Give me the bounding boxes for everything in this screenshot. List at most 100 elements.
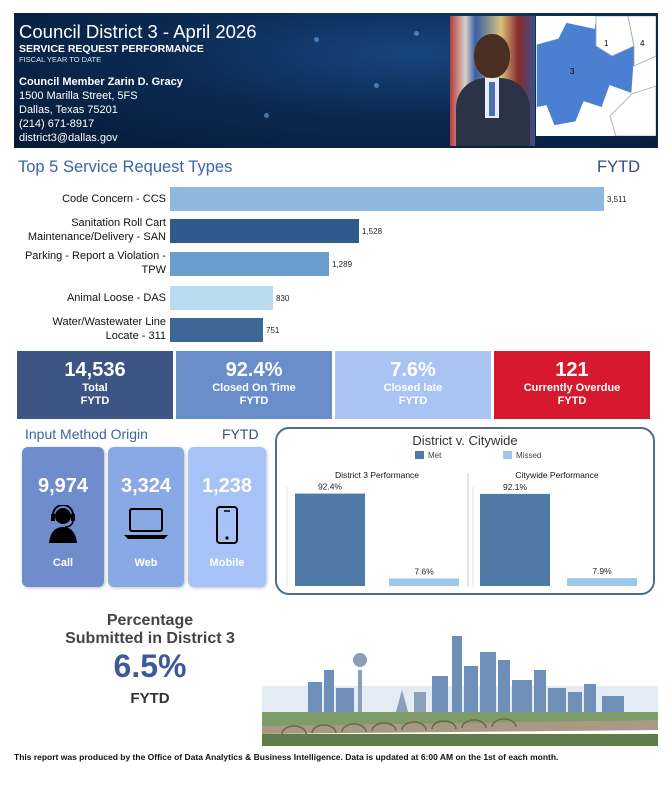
- bar-label-line: Maintenance/Delivery - SAN: [27, 231, 166, 243]
- decorative-light: [314, 37, 319, 42]
- decorative-light: [374, 83, 379, 88]
- legend-met-swatch: [415, 451, 424, 459]
- district-vs-citywide-chart: District v. Citywide Met Missed District…: [286, 433, 637, 587]
- kpi-period: FYTD: [80, 395, 110, 407]
- header-banner: Council District 3 - April 2026 SERVICE …: [14, 13, 658, 148]
- web-count: 3,324: [120, 475, 172, 497]
- call-count: 9,974: [37, 475, 89, 497]
- kpi-label: Total: [82, 382, 108, 394]
- percentage-title-line1: Percentage: [106, 612, 194, 629]
- decorative-light: [264, 113, 269, 118]
- input-card-call: 9,974 Call: [22, 447, 104, 587]
- city-address: Dallas, Texas 75201: [19, 104, 118, 116]
- kpi-value: 7.6%: [390, 359, 436, 381]
- bar-label: Animal Loose - DAS: [6, 291, 166, 305]
- kpi-period: FYTD: [557, 395, 587, 407]
- map-label: 3: [570, 67, 575, 76]
- bar-label-line: TPW: [141, 264, 166, 276]
- bar-label-line: Sanitation Roll Cart: [71, 217, 166, 229]
- contact-block: Council Member Zarin D. Gracy 1500 Maril…: [19, 75, 183, 145]
- bar-row: Code Concern - CCS 3,511: [14, 187, 654, 213]
- input-card-mobile: 1,238 Mobile: [188, 447, 266, 587]
- bar-label-line: Locate - 311: [105, 330, 166, 342]
- bar-label-line: Animal Loose - DAS: [66, 292, 166, 304]
- bar-label: Code Concern - CCS: [6, 192, 166, 206]
- bar-value-label: 830: [276, 294, 290, 303]
- met-bar: [295, 493, 365, 586]
- street-address: 1500 Marilla Street, 5FS: [19, 90, 138, 102]
- bar-row: Water/Wastewater Line Locate - 311 751: [14, 316, 654, 344]
- bar: [170, 187, 604, 211]
- laptop-icon: [122, 505, 170, 546]
- percentage-title-line2: Submitted in District 3: [65, 630, 235, 647]
- council-member-name: Council Member Zarin D. Gracy: [19, 76, 183, 88]
- bar-value-label: 3,511: [607, 195, 627, 204]
- missed-bar: [567, 578, 637, 586]
- top5-title: Top 5 Service Request Types: [18, 158, 233, 176]
- top5-period: FYTD: [597, 158, 641, 176]
- report-subtitle: SERVICE REQUEST PERFORMANCE: [19, 43, 204, 55]
- bar-label-line: Water/Wastewater Line: [52, 316, 166, 328]
- footer-note: This report was produced by the Office o…: [14, 752, 559, 762]
- percentage-value: 6.5%: [113, 648, 187, 684]
- council-member-photo: [450, 16, 535, 146]
- bar: [170, 219, 359, 243]
- bar: [170, 318, 263, 342]
- input-card-web: 3,324 Web: [108, 447, 184, 587]
- kpi-period: FYTD: [239, 395, 269, 407]
- legend-met-label: Met: [428, 451, 442, 460]
- dvc-title: District v. Citywide: [412, 433, 517, 448]
- bar-row: Animal Loose - DAS 830: [14, 286, 654, 312]
- mobile-count: 1,238: [201, 475, 253, 497]
- bar-value-label: 92.4%: [318, 482, 343, 492]
- bar-label-line: Code Concern - CCS: [62, 193, 166, 205]
- bar: [170, 286, 273, 310]
- photo-tie: [489, 82, 495, 116]
- percentage-period: FYTD: [130, 690, 170, 707]
- report-title: Council District 3 - April 2026: [19, 21, 257, 42]
- kpi-value: 121: [555, 359, 589, 381]
- legend-missed-swatch: [503, 451, 512, 459]
- input-method-period: FYTD: [222, 426, 259, 442]
- bar-row: Parking - Report a Violation - TPW 1,289: [14, 250, 654, 278]
- call-label: Call: [52, 557, 74, 569]
- district-panel-title: District 3 Performance: [335, 470, 419, 480]
- mobile-label: Mobile: [209, 557, 245, 569]
- bar-value-label: 92.1%: [503, 482, 528, 492]
- photo-head: [474, 34, 510, 78]
- kpi-currently-overdue: 121 Currently Overdue FYTD: [494, 351, 650, 419]
- bar-value-label: 7.9%: [592, 566, 612, 576]
- kpi-label: Closed late: [383, 382, 443, 394]
- bar-value-label: 7.6%: [414, 566, 434, 576]
- mobile-phone-icon: [214, 505, 240, 550]
- bar-label: Sanitation Roll Cart Maintenance/Delivery…: [6, 216, 166, 244]
- kpi-total: 14,536 Total FYTD: [17, 351, 173, 419]
- met-bar: [480, 493, 550, 586]
- web-label: Web: [134, 557, 158, 569]
- bar-value-label: 751: [266, 326, 280, 335]
- kpi-closed-late: 7.6% Closed late FYTD: [335, 351, 491, 419]
- bar-row: Sanitation Roll Cart Maintenance/Delivery…: [14, 217, 654, 245]
- kpi-value: 14,536: [64, 359, 126, 381]
- email-address[interactable]: district3@dallas.gov: [19, 132, 118, 144]
- input-method-title: Input Method Origin: [25, 426, 148, 442]
- map-label: 4: [640, 39, 645, 48]
- kpi-label: Closed On Time: [212, 382, 296, 394]
- district-map: 1 3 4: [535, 15, 657, 137]
- bar: [170, 252, 329, 276]
- decorative-light: [414, 31, 419, 36]
- citywide-panel-title: Citywide Performance: [515, 470, 598, 480]
- kpi-period: FYTD: [398, 395, 428, 407]
- bar-label: Water/Wastewater Line Locate - 311: [6, 315, 166, 343]
- operator-headset-icon: [46, 504, 80, 550]
- missed-bar: [389, 578, 459, 586]
- kpi-label: Currently Overdue: [523, 382, 621, 394]
- bar-label: Parking - Report a Violation - TPW: [6, 249, 166, 277]
- district-vs-citywide-panel: District v. Citywide Met Missed District…: [275, 427, 655, 595]
- fiscal-label: FISCAL YEAR TO DATE: [19, 55, 102, 64]
- dallas-skyline-image: [262, 630, 658, 746]
- legend-missed-label: Missed: [516, 451, 541, 460]
- map-label: 1: [604, 39, 609, 48]
- kpi-value: 92.4%: [225, 359, 283, 381]
- phone-number: (214) 671-8917: [19, 118, 95, 130]
